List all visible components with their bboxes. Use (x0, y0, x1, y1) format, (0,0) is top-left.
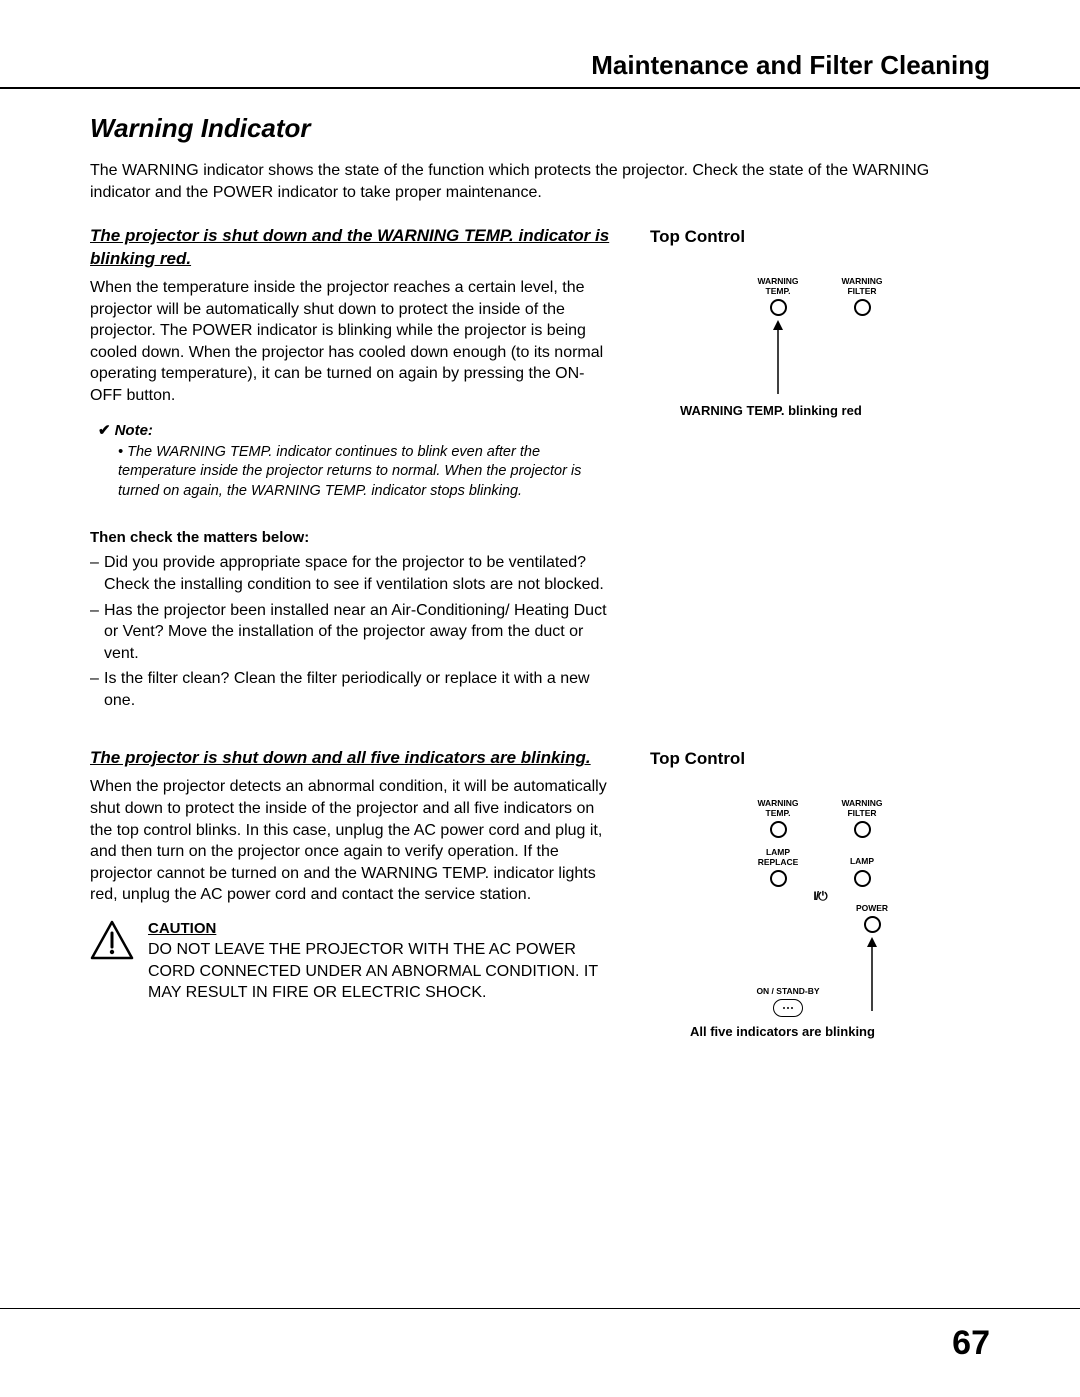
indicator-label: WARNINGFILTER (831, 277, 893, 296)
indicator-label: WARNINGTEMP. (747, 277, 809, 296)
indicator-caption-2: All five indicators are blinking (690, 1023, 990, 1041)
led-icon (770, 299, 787, 316)
note-label: Note: (115, 422, 153, 439)
arrow-up-icon (865, 937, 879, 1011)
indicator-lamp: LAMP (831, 848, 893, 887)
standby-button-icon (773, 999, 803, 1017)
intro-paragraph: The WARNING indicator shows the state of… (90, 160, 990, 203)
list-item: –Did you provide appropriate space for t… (90, 552, 610, 595)
led-icon (770, 821, 787, 838)
led-icon (854, 299, 871, 316)
block-2-body: When the projector detects an abnormal c… (90, 776, 610, 906)
bottom-rule (0, 1308, 1080, 1309)
indicator-warning-temp: WARNINGTEMP. (747, 799, 809, 838)
led-icon (770, 870, 787, 887)
page: Maintenance and Filter Cleaning Warning … (0, 0, 1080, 1397)
block-1-right: Top Control WARNINGTEMP. WARNINGFILTER W… (640, 225, 990, 747)
indicator-label: LAMP (831, 857, 893, 866)
indicator-standby: ON / STAND-BY (747, 987, 829, 1019)
note-heading: ✔Note: (98, 421, 610, 439)
page-number: 67 (952, 1324, 990, 1363)
led-icon (864, 916, 881, 933)
indicator-warning-filter: WARNINGFILTER (831, 799, 893, 838)
matters-list: –Did you provide appropriate space for t… (90, 552, 610, 711)
indicator-caption-1: WARNING TEMP. blinking red (680, 402, 990, 420)
led-icon (854, 870, 871, 887)
top-control-title-2: Top Control (650, 749, 990, 769)
indicator-warning-filter: WARNINGFILTER (831, 277, 893, 402)
chapter-title: Maintenance and Filter Cleaning (90, 50, 990, 81)
indicator-label: ON / STAND-BY (747, 987, 829, 996)
top-control-title-1: Top Control (650, 227, 990, 247)
list-item: –Is the filter clean? Clean the filter p… (90, 668, 610, 711)
list-text: Is the filter clean? Clean the filter pe… (104, 668, 610, 711)
power-symbol-icon: I/⏻ (725, 889, 915, 904)
check-icon: ✔ (98, 422, 111, 439)
block-1-left: The projector is shut down and the WARNI… (90, 225, 610, 747)
list-text: Did you provide appropriate space for th… (104, 552, 610, 595)
list-item: –Has the projector been installed near a… (90, 600, 610, 665)
indicator-label: LAMPREPLACE (747, 848, 809, 867)
indicator-warning-temp: WARNINGTEMP. (747, 277, 809, 402)
section-title: Warning Indicator (90, 113, 990, 144)
arrow-up-icon (771, 320, 785, 394)
caution-block: CAUTION DO NOT LEAVE THE PROJECTOR WITH … (90, 920, 610, 1004)
block-2-right: Top Control WARNINGTEMP. WARNINGFILTER L… (640, 747, 990, 1040)
indicator-label: WARNINGTEMP. (747, 799, 809, 818)
indicator-label: WARNINGFILTER (831, 799, 893, 818)
note-body: • The WARNING TEMP. indicator continues … (118, 443, 610, 502)
matters-heading: Then check the matters below: (90, 529, 610, 546)
block-1-heading: The projector is shut down and the WARNI… (90, 225, 610, 271)
caution-body: DO NOT LEAVE THE PROJECTOR WITH THE AC P… (148, 939, 610, 1004)
indicator-row-1: WARNINGTEMP. WARNINGFILTER (650, 277, 990, 402)
caution-icon (90, 920, 134, 1004)
indicator-lamp-replace: LAMPREPLACE (747, 848, 809, 887)
list-text: Has the projector been installed near an… (104, 600, 610, 665)
indicator-label: POWER (851, 904, 893, 913)
block-2-left: The projector is shut down and all five … (90, 747, 610, 1040)
caution-text: CAUTION DO NOT LEAVE THE PROJECTOR WITH … (148, 920, 610, 1004)
led-icon (854, 821, 871, 838)
caution-heading: CAUTION (148, 920, 610, 937)
indicator-panel-2: WARNINGTEMP. WARNINGFILTER LAMPREPLACE L (725, 799, 915, 1019)
block-1-body: When the temperature inside the projecto… (90, 277, 610, 407)
indicator-power: POWER (851, 904, 893, 1019)
block-1: The projector is shut down and the WARNI… (90, 225, 990, 747)
block-2-heading: The projector is shut down and all five … (90, 747, 610, 770)
top-rule (0, 87, 1080, 89)
block-2: The projector is shut down and all five … (90, 747, 990, 1040)
